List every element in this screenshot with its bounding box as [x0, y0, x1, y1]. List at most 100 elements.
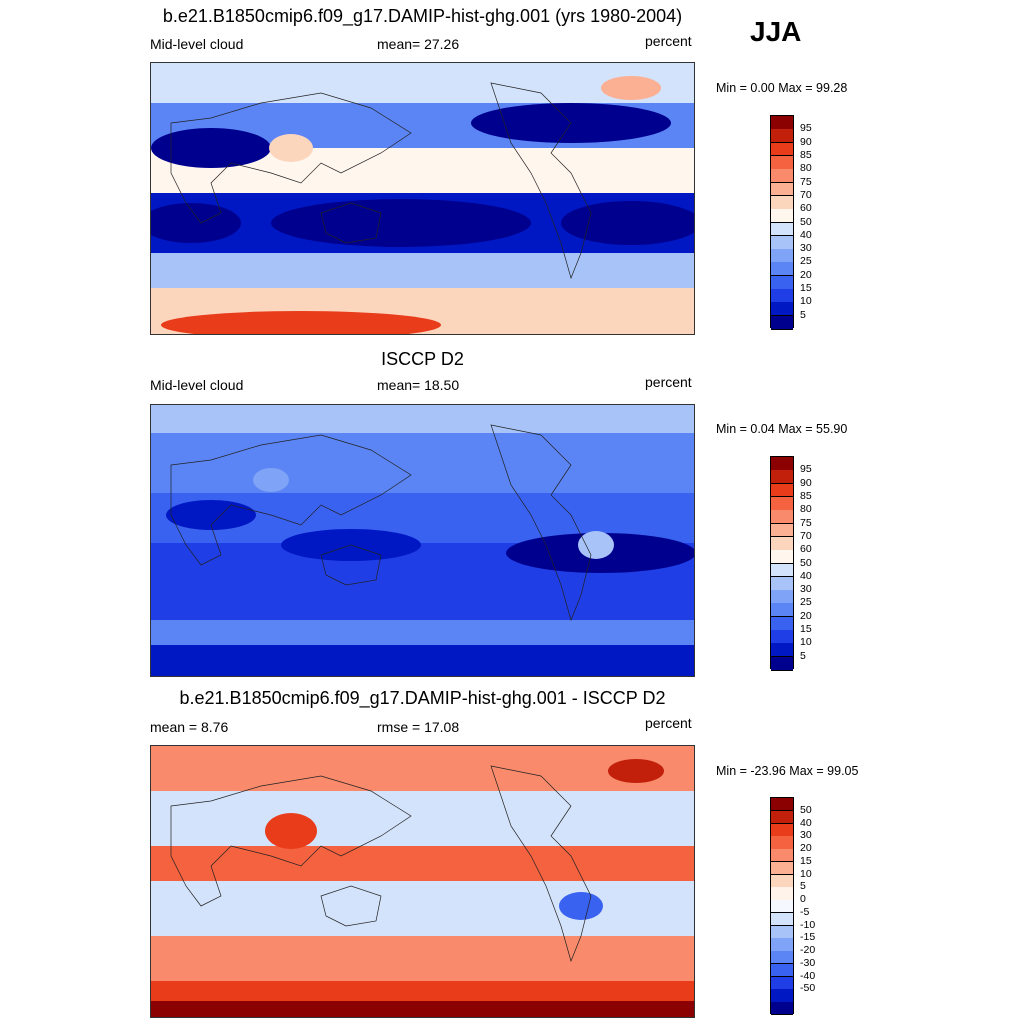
panel3-units-label: percent — [645, 715, 692, 731]
colorbar-segment — [771, 536, 793, 551]
colorbar-tick-label: 70 — [800, 529, 812, 542]
colorbar-tick-label: 5 — [800, 308, 806, 321]
panel1-greenland-max — [601, 76, 661, 100]
colorbar-segment — [771, 496, 793, 511]
colorbar-segment — [771, 823, 793, 837]
colorbar-segment — [771, 563, 793, 578]
colorbar-tick-label: 90 — [800, 476, 812, 489]
colorbar-tick-label: 85 — [800, 148, 812, 161]
panel2-southern-band — [151, 620, 694, 645]
panel1-tibet-max — [269, 134, 313, 162]
colorbar-tick-label: 50 — [800, 803, 812, 816]
panel3-map — [150, 745, 695, 1018]
panel1-south-atlantic-min — [561, 201, 694, 245]
colorbar-segment — [771, 951, 793, 965]
panel1-coastline-australia — [320, 202, 382, 244]
colorbar-segment — [771, 810, 793, 824]
colorbar-segment — [771, 195, 793, 210]
panel1-mean-label: mean= 27.26 — [377, 36, 460, 52]
colorbar-segment — [771, 590, 793, 604]
colorbar-segment — [771, 912, 793, 927]
colorbar-segment — [771, 155, 793, 170]
colorbar-tick-label: 15 — [800, 282, 812, 295]
colorbar-tick-label: 10 — [800, 867, 812, 880]
panel1-map — [150, 62, 695, 335]
panel3-minmax: Min = -23.96 Max = 99.05 — [716, 764, 859, 778]
panel1-southern-band — [151, 253, 694, 288]
colorbar-tick-label: 75 — [800, 516, 812, 529]
panel2-colorbar-box — [770, 456, 794, 671]
colorbar-segment — [771, 887, 793, 901]
colorbar-segment — [771, 129, 793, 144]
panel2-coastline-australia — [320, 544, 382, 586]
panel2-coastline-eurasia-africa — [170, 434, 412, 566]
colorbar-tick-label: -40 — [800, 969, 816, 982]
colorbar-segment — [771, 550, 793, 564]
colorbar-tick-label: 15 — [800, 623, 812, 636]
panel1-coastline-eurasia-africa — [170, 92, 412, 224]
panel2-mean-label: mean= 18.50 — [377, 377, 460, 393]
panel2-africa-min — [166, 500, 256, 530]
panel2-tibet-region — [253, 468, 289, 492]
panel3-coastline-eurasia-africa — [170, 775, 412, 907]
colorbar-tick-label: 0 — [800, 893, 806, 906]
panel2-map-svg — [151, 405, 694, 676]
colorbar-segment — [771, 209, 793, 223]
colorbar-tick-label: -20 — [800, 944, 816, 957]
colorbar-segment — [771, 510, 793, 525]
colorbar-segment — [771, 630, 793, 644]
colorbar-segment — [771, 963, 793, 978]
panel1-south-pacific-min — [271, 199, 531, 247]
colorbar-tick-label: -30 — [800, 956, 816, 969]
panel3-mean-label: mean = 8.76 — [150, 719, 229, 735]
panel1-map-svg — [151, 63, 694, 334]
colorbar-tick-label: 95 — [800, 463, 812, 476]
colorbar-segment — [771, 616, 793, 631]
panel2-antarctic-band — [151, 645, 694, 676]
colorbar-tick-label: 20 — [800, 609, 812, 622]
colorbar-tick-label: 60 — [800, 543, 812, 556]
colorbar-tick-label: 30 — [800, 242, 812, 255]
panel2-variable-label: Mid-level cloud — [150, 377, 244, 393]
panel2-north-band — [151, 433, 694, 493]
panel2-map — [150, 404, 695, 677]
colorbar-tick-label: 95 — [800, 122, 812, 135]
colorbar-tick-label: -5 — [800, 905, 810, 918]
colorbar-tick-label: 80 — [800, 162, 812, 175]
panel1-coastline-americas — [490, 82, 592, 280]
colorbar-segment — [771, 182, 793, 197]
colorbar-segment — [771, 262, 793, 277]
colorbar-tick-label: 20 — [800, 842, 812, 855]
colorbar-tick-label: 10 — [800, 295, 812, 308]
colorbar-segment — [771, 836, 793, 850]
colorbar-segment — [771, 989, 793, 1003]
colorbar-segment — [771, 643, 793, 658]
colorbar-tick-label: 10 — [800, 636, 812, 649]
panel3-tibet-max — [265, 813, 317, 849]
colorbar-tick-label: 30 — [800, 583, 812, 596]
colorbar-segment — [771, 1002, 793, 1016]
colorbar-segment — [771, 603, 793, 618]
colorbar-segment — [771, 523, 793, 538]
colorbar-tick-label: 90 — [800, 135, 812, 148]
colorbar-segment — [771, 116, 793, 130]
colorbar-segment — [771, 289, 793, 303]
colorbar-segment — [771, 925, 793, 939]
colorbar-segment — [771, 315, 793, 330]
colorbar-tick-label: -15 — [800, 931, 816, 944]
colorbar-segment — [771, 656, 793, 671]
panel3-antarctic-max — [151, 1001, 694, 1017]
panel3-title: b.e21.B1850cmip6.f09_g17.DAMIP-hist-ghg.… — [179, 688, 666, 708]
panel2-units-label: percent — [645, 374, 692, 390]
colorbar-segment — [771, 249, 793, 263]
colorbar-tick-label: 40 — [800, 228, 812, 241]
panel3-subantarctic-band — [151, 981, 694, 1001]
panel1-arctic-band — [151, 63, 694, 103]
panel3-coastline-americas — [490, 765, 592, 963]
panel1-indian-ocean-min — [151, 203, 241, 243]
panel3-coastline-australia — [320, 885, 382, 927]
colorbar-segment — [771, 976, 793, 990]
colorbar-segment — [771, 483, 793, 498]
colorbar-tick-label: 5 — [800, 880, 806, 893]
colorbar-segment — [771, 849, 793, 863]
